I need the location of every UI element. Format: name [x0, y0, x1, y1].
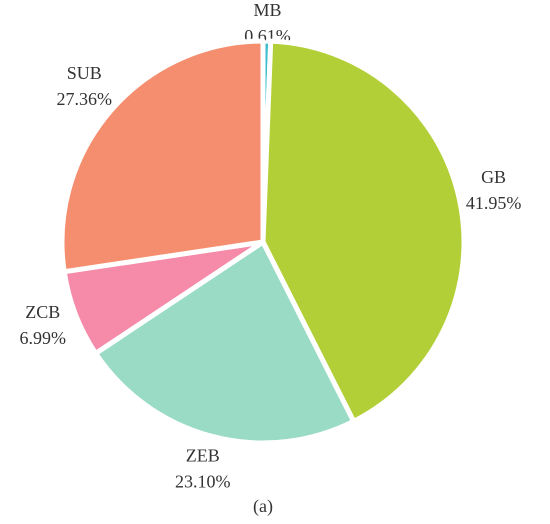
pie-slice: [260, 38, 467, 424]
pie-slice: [93, 239, 357, 446]
slice-label: GB: [481, 167, 506, 187]
pie-slice: [59, 38, 266, 275]
slice-label: MB: [254, 0, 282, 20]
value-label: 41.95%: [466, 193, 522, 213]
value-label: 27.36%: [56, 89, 112, 109]
slice-label: SUB: [67, 63, 102, 83]
value-label: 23.10%: [175, 471, 231, 491]
caption: (a): [253, 496, 273, 517]
slice-label: ZEB: [186, 445, 220, 465]
slice-label: ZCB: [25, 302, 60, 322]
value-label: 6.99%: [20, 328, 67, 348]
